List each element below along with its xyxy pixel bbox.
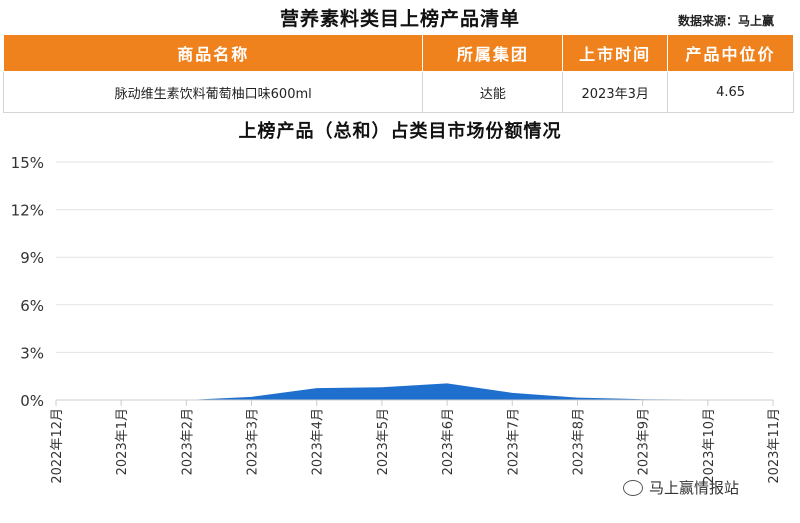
x-tick-label: 2023年1月 <box>115 408 130 475</box>
x-tick-label: 2023年8月 <box>571 408 586 475</box>
column-header-launch-date: 上市时间 <box>562 34 669 72</box>
y-tick-label: 12% <box>11 202 44 220</box>
page-title: 营养素料类目上榜产品清单 <box>279 8 520 30</box>
x-tick-label: 2023年9月 <box>637 408 652 475</box>
cell-median-price: 4.65 <box>667 71 794 113</box>
cell-group: 达能 <box>422 71 564 113</box>
series-area <box>56 383 773 400</box>
y-tick-label: 0% <box>20 392 44 410</box>
x-tick-label: 2023年6月 <box>441 408 456 475</box>
column-header-product-name: 商品名称 <box>2 34 424 72</box>
y-tick-label: 3% <box>20 344 44 362</box>
table-row: 脉动维生素饮料葡萄柚口味600ml 达能 2023年3月 4.65 <box>2 71 794 113</box>
chart-title: 上榜产品（总和）占类目市场份额情况 <box>238 121 562 142</box>
column-header-group: 所属集团 <box>422 34 564 72</box>
x-tick-label: 2023年11月 <box>767 408 782 484</box>
x-tick-label: 2023年10月 <box>702 408 717 484</box>
x-tick-label: 2023年4月 <box>311 408 326 475</box>
watermark-text: 马上赢情报站 <box>649 479 740 497</box>
y-tick-label: 9% <box>20 249 44 267</box>
x-tick-label: 2023年7月 <box>506 408 521 475</box>
y-tick-label: 15% <box>11 154 44 172</box>
x-tick-label: 2023年2月 <box>180 408 195 475</box>
x-tick-label: 2023年5月 <box>376 408 391 475</box>
x-tick-label: 2022年12月 <box>50 408 65 484</box>
column-header-median-price: 产品中位价 <box>667 34 794 72</box>
cell-launch-date: 2023年3月 <box>562 71 669 113</box>
x-tick-label: 2023年3月 <box>246 408 261 475</box>
wechat-icon <box>623 479 643 496</box>
product-list-table: 商品名称 所属集团 上市时间 产品中位价 脉动维生素饮料葡萄柚口味600ml 达… <box>2 34 794 113</box>
y-tick-label: 6% <box>20 297 44 315</box>
data-source-label: 数据来源：马上赢 <box>677 14 774 28</box>
cell-product-name: 脉动维生素饮料葡萄柚口味600ml <box>2 71 424 113</box>
table-header-row: 商品名称 所属集团 上市时间 产品中位价 <box>2 34 794 72</box>
watermark: 马上赢情报站 <box>623 477 739 498</box>
